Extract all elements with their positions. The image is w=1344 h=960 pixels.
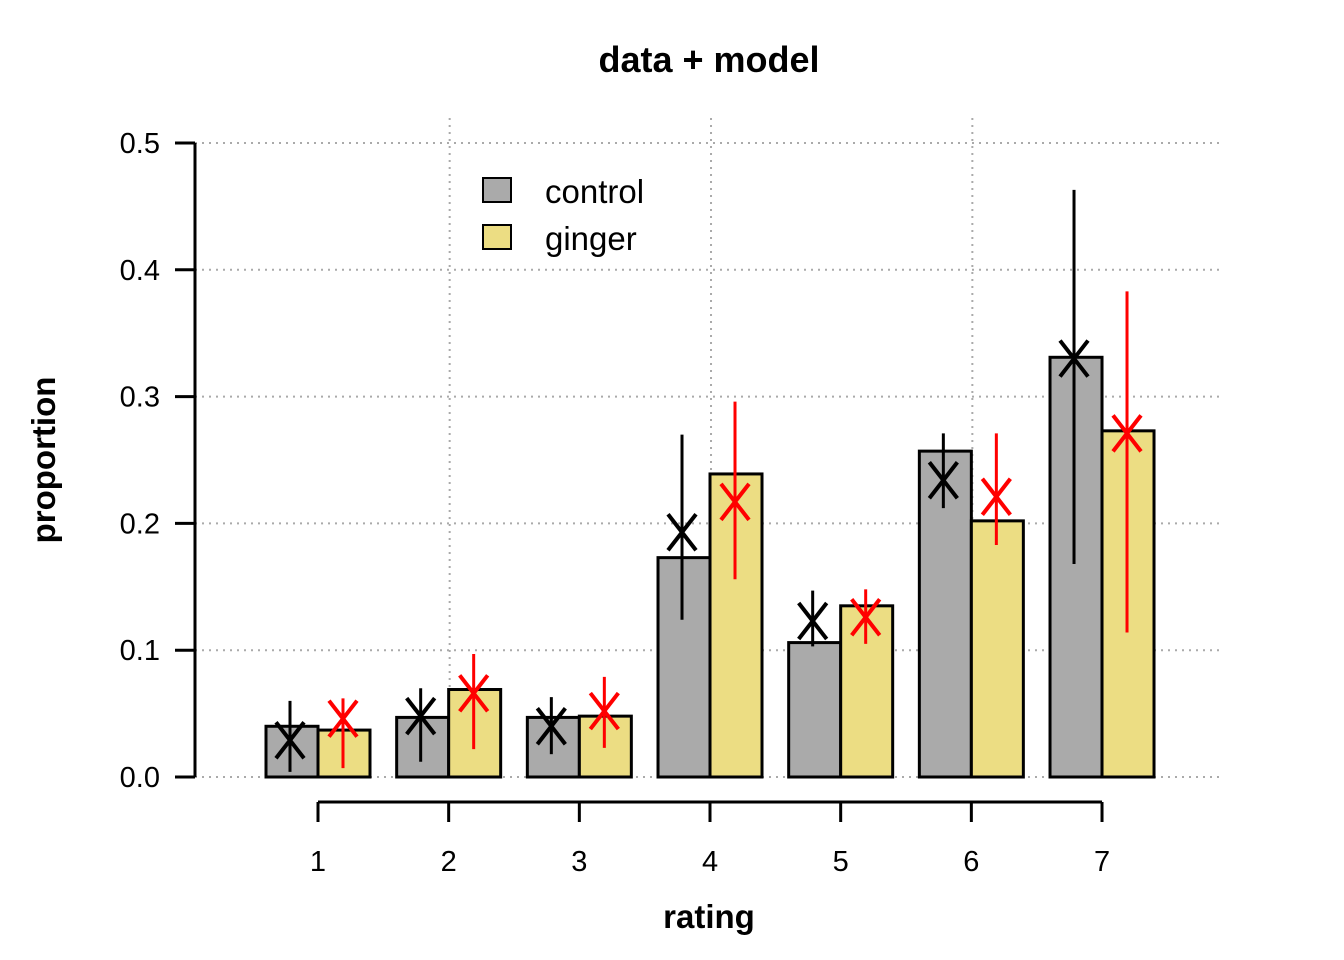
model-estimates bbox=[274, 189, 1143, 772]
model-marker-control bbox=[927, 461, 959, 500]
y-tick-label: 0.5 bbox=[120, 128, 160, 160]
bar-control-5 bbox=[787, 641, 843, 779]
x-axis-label: rating bbox=[663, 898, 755, 935]
bar-ginger-6 bbox=[969, 519, 1025, 779]
legend-item-control: control bbox=[482, 173, 644, 210]
model-marker-control bbox=[405, 696, 437, 736]
model-point-ginger-7 bbox=[1111, 291, 1143, 633]
model-marker-ginger bbox=[719, 482, 751, 522]
y-tick-label: 0.3 bbox=[120, 382, 160, 414]
x-tick-label: 4 bbox=[702, 846, 718, 878]
legend: control ginger bbox=[482, 173, 644, 257]
model-point-control-7 bbox=[1058, 189, 1090, 564]
chart-title: data + model bbox=[598, 39, 819, 80]
x-tick-label: 2 bbox=[441, 846, 457, 878]
x-tick-label: 1 bbox=[310, 846, 326, 878]
model-marker-ginger bbox=[327, 699, 359, 738]
model-marker-control bbox=[797, 601, 829, 641]
model-point-control-1 bbox=[274, 700, 306, 772]
model-point-ginger-4 bbox=[719, 401, 751, 580]
y-axis: 0.0 0.1 0.2 0.3 0.4 0.5 bbox=[120, 128, 197, 794]
model-point-control-6 bbox=[927, 433, 959, 509]
model-point-ginger-5 bbox=[850, 589, 882, 644]
model-marker-ginger bbox=[980, 477, 1012, 516]
legend-label-ginger: ginger bbox=[545, 220, 637, 257]
model-point-control-2 bbox=[405, 688, 437, 762]
model-point-ginger-1 bbox=[327, 698, 359, 769]
model-point-ginger-6 bbox=[980, 433, 1012, 545]
model-marker-control bbox=[1058, 339, 1090, 378]
x-tick-label: 5 bbox=[833, 846, 849, 878]
bar-control-6 bbox=[917, 449, 973, 779]
y-axis-label: proportion bbox=[25, 377, 62, 544]
model-point-control-4 bbox=[666, 434, 698, 620]
x-tick-label: 3 bbox=[571, 846, 587, 878]
y-tick-label: 0.1 bbox=[120, 635, 160, 667]
y-tick-label: 0.0 bbox=[120, 762, 160, 794]
model-marker-ginger bbox=[588, 691, 620, 731]
x-ticks: 1 2 3 4 5 6 7 bbox=[310, 802, 1110, 878]
x-axis: 1 2 3 4 5 6 7 bbox=[310, 800, 1110, 878]
x-tick-label: 6 bbox=[963, 846, 979, 878]
bar-control-2 bbox=[395, 715, 451, 779]
legend-label-control: control bbox=[545, 173, 644, 210]
model-marker-ginger bbox=[458, 674, 490, 713]
y-tick-label: 0.4 bbox=[120, 255, 160, 287]
bar-control-7 bbox=[1048, 355, 1104, 779]
legend-swatch-ginger bbox=[482, 224, 512, 250]
bar-control-1 bbox=[264, 724, 320, 779]
model-marker-control bbox=[535, 707, 567, 746]
model-point-control-3 bbox=[535, 697, 567, 755]
legend-item-ginger: ginger bbox=[482, 220, 637, 257]
model-marker-control bbox=[666, 513, 698, 552]
model-point-ginger-3 bbox=[588, 676, 620, 748]
model-marker-ginger bbox=[1111, 414, 1143, 453]
x-tick-label: 7 bbox=[1094, 846, 1110, 878]
y-ticks: 0.0 0.1 0.2 0.3 0.4 0.5 bbox=[120, 128, 195, 794]
legend-swatch-control bbox=[482, 177, 512, 203]
model-marker-control bbox=[274, 721, 306, 760]
model-marker-ginger bbox=[850, 598, 882, 637]
bar-control-4 bbox=[656, 556, 712, 779]
model-point-ginger-2 bbox=[458, 654, 490, 750]
model-point-control-5 bbox=[797, 590, 829, 647]
y-tick-label: 0.2 bbox=[120, 508, 160, 540]
